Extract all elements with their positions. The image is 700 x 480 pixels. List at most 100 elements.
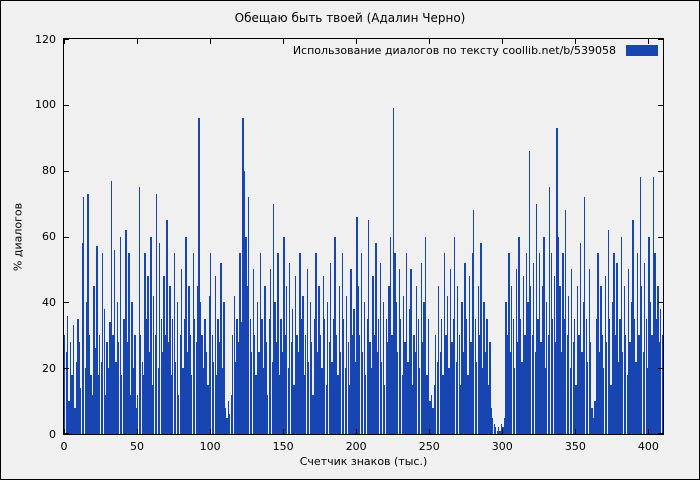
bar: [480, 243, 482, 434]
legend: Использование диалогов по тексту coollib…: [293, 44, 658, 57]
tick-mark: [356, 39, 358, 44]
bar: [91, 394, 94, 434]
bar: [537, 318, 539, 434]
y-tick-label: 100: [35, 98, 56, 112]
bar: [362, 351, 364, 434]
bar: [470, 341, 472, 434]
bar: [619, 318, 621, 434]
bar: [103, 308, 105, 434]
bar: [256, 302, 259, 434]
tick-mark: [575, 39, 577, 44]
tick-mark: [137, 39, 139, 44]
bar: [239, 252, 241, 434]
bar: [161, 351, 164, 434]
bar: [252, 269, 254, 434]
bar: [223, 302, 225, 434]
bar: [248, 197, 250, 434]
y-tick-label: 80: [42, 164, 56, 178]
bar: [360, 252, 362, 434]
bar: [648, 236, 650, 434]
bar: [465, 318, 468, 434]
bar: [525, 252, 528, 434]
bar: [169, 285, 171, 434]
bar: [113, 249, 116, 434]
bar: [191, 374, 193, 434]
bar: [338, 285, 341, 434]
bar: [559, 285, 561, 434]
bar: [379, 262, 381, 434]
bar: [632, 220, 634, 434]
bar: [441, 318, 443, 434]
bar: [522, 276, 525, 434]
bar: [305, 335, 307, 434]
bar: [645, 318, 647, 434]
bar: [505, 302, 507, 434]
bar: [356, 216, 358, 434]
bar: [110, 180, 113, 434]
bar: [486, 318, 488, 434]
bar: [660, 308, 662, 434]
bar: [578, 335, 580, 434]
bar: [562, 252, 564, 434]
bar: [560, 351, 563, 434]
bar: [94, 348, 97, 434]
bar: [75, 361, 78, 434]
bar: [590, 341, 592, 434]
bar: [392, 108, 395, 434]
bar: [460, 384, 462, 434]
bar: [145, 318, 148, 434]
bar: [454, 236, 456, 434]
bar: [457, 285, 459, 434]
bar: [495, 427, 497, 434]
bar: [572, 341, 574, 434]
bar: [65, 351, 67, 434]
bar: [497, 427, 500, 434]
bar: [400, 318, 402, 434]
bar: [192, 252, 194, 434]
bar: [468, 276, 471, 434]
bar: [156, 193, 158, 434]
bar: [99, 335, 101, 434]
bar: [509, 351, 511, 434]
bar: [426, 374, 428, 434]
bar: [230, 394, 232, 434]
tick-mark: [356, 429, 358, 434]
bar: [150, 236, 152, 434]
bar: [623, 285, 625, 434]
bar: [251, 351, 253, 434]
tick-mark: [429, 429, 431, 434]
bar: [344, 368, 346, 434]
y-tick-label: 40: [42, 295, 56, 309]
bar: [423, 302, 425, 434]
bar: [194, 318, 196, 434]
bar: [512, 318, 514, 434]
bar: [528, 150, 530, 434]
bar: [449, 269, 452, 434]
bar: [337, 374, 339, 434]
bar: [229, 414, 231, 434]
bar: [620, 236, 622, 434]
bar: [419, 368, 421, 434]
bar: [405, 252, 408, 434]
bar: [140, 335, 142, 434]
bar: [80, 387, 82, 434]
bar: [354, 361, 357, 434]
bar: [607, 229, 609, 434]
bar: [197, 285, 199, 434]
bar: [422, 341, 424, 434]
bar: [189, 335, 192, 434]
bar: [630, 302, 633, 434]
bar: [129, 394, 132, 434]
bar: [268, 318, 270, 434]
bar: [613, 252, 615, 434]
bar: [348, 384, 351, 434]
bar: [151, 384, 154, 434]
bar: [166, 220, 168, 434]
bar: [611, 302, 614, 434]
bar: [527, 302, 529, 434]
bar: [436, 361, 438, 434]
bar: [236, 318, 238, 434]
tick-mark: [429, 39, 431, 44]
bar: [249, 318, 251, 434]
x-tick-label: 200: [345, 440, 367, 453]
